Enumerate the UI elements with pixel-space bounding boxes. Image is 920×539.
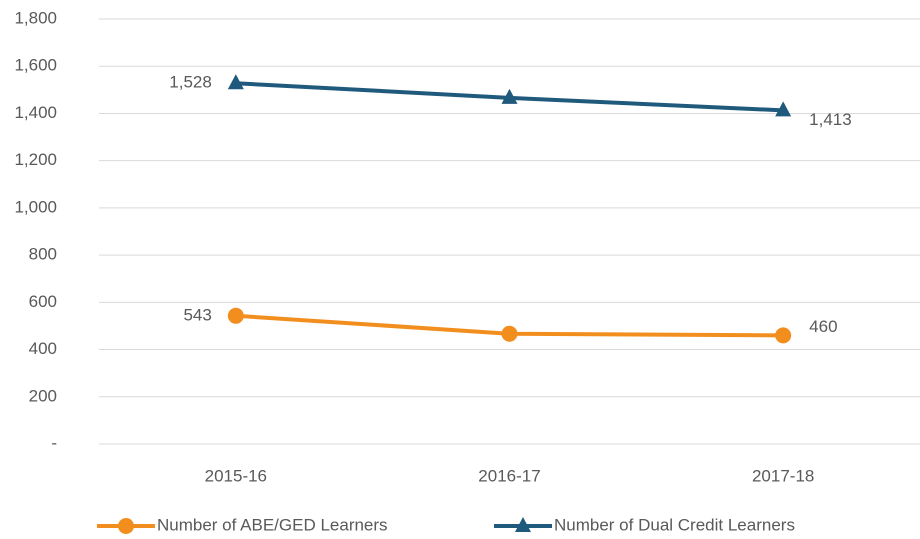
legend-label: Number of ABE/GED Learners xyxy=(157,515,388,534)
y-tick-label: 1,400 xyxy=(14,103,57,122)
x-tick-label: 2017-18 xyxy=(752,466,814,485)
data-label: 460 xyxy=(809,317,837,336)
y-tick-label: 1,800 xyxy=(14,8,57,27)
x-tick-label: 2015-16 xyxy=(205,466,267,485)
y-tick-label: 200 xyxy=(29,386,57,405)
point xyxy=(501,325,518,342)
y-tick-label: 600 xyxy=(29,292,57,311)
data-label: 1,528 xyxy=(169,73,212,92)
point xyxy=(775,101,792,117)
legend-label: Number of Dual Credit Learners xyxy=(554,515,795,534)
point xyxy=(227,74,244,90)
y-tick-label: 1,600 xyxy=(14,56,57,75)
point xyxy=(227,307,244,324)
point xyxy=(775,327,792,344)
y-tick-label: 1,200 xyxy=(14,150,57,169)
data-label: 543 xyxy=(183,305,211,324)
legend-marker xyxy=(118,518,134,534)
legend-marker xyxy=(515,517,531,532)
data-label: 1,413 xyxy=(809,110,852,129)
y-tick-label: 400 xyxy=(29,339,57,358)
y-tick-label: 1,000 xyxy=(14,197,57,216)
y-tick-label: 800 xyxy=(29,245,57,264)
point xyxy=(501,88,518,104)
x-tick-label: 2016-17 xyxy=(478,466,540,485)
y-tick-label: - xyxy=(51,433,57,452)
